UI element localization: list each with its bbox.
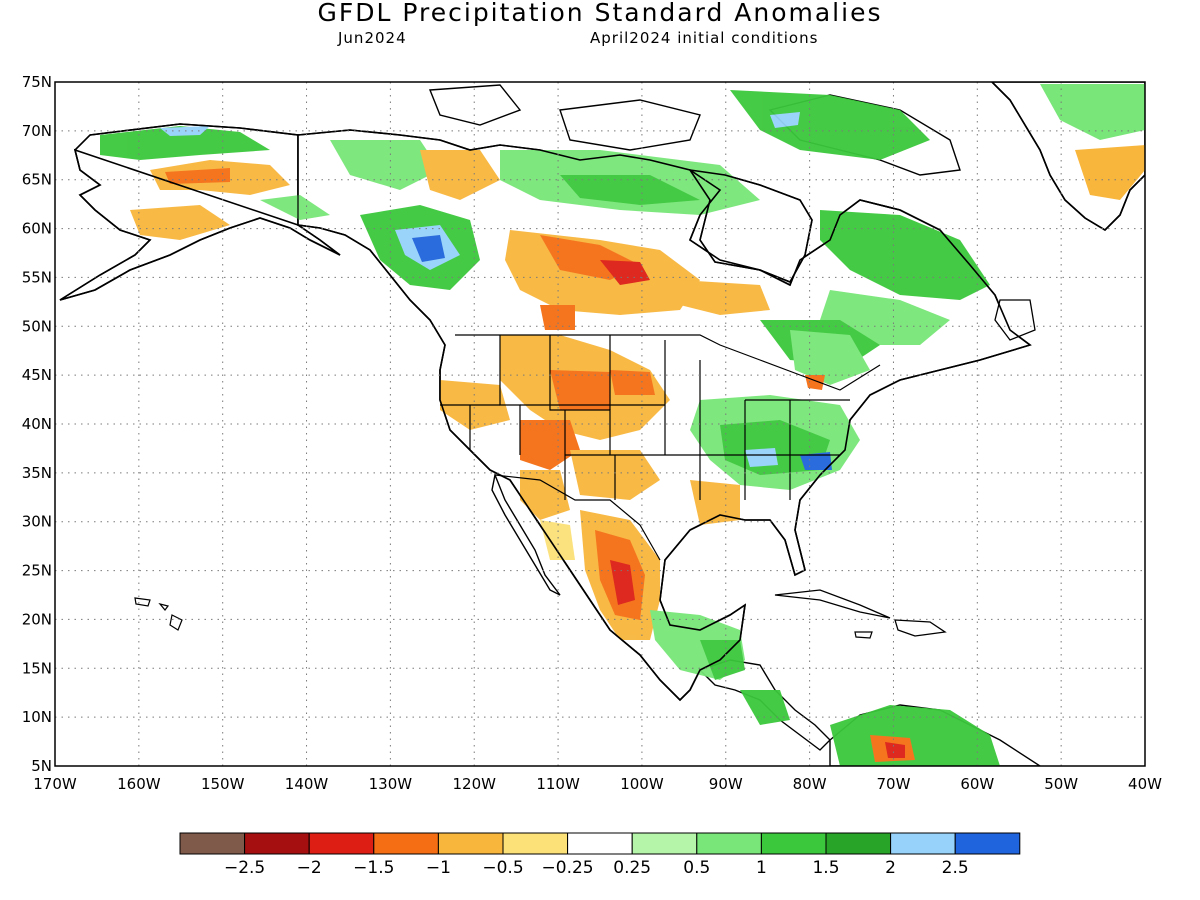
lon-tick-label: 60W <box>960 775 994 793</box>
lat-tick-label: 60N <box>22 220 52 238</box>
lat-tick-label: 70N <box>22 122 52 140</box>
colorbar-swatch <box>179 832 246 855</box>
lat-tick-label: 45N <box>22 366 52 384</box>
lat-tick-label: 75N <box>22 73 52 91</box>
colorbar-label: 0.5 <box>683 858 710 878</box>
colorbar-swatch <box>954 832 1021 855</box>
colorbar-label: 1.5 <box>812 858 839 878</box>
colorbar-swatch <box>890 832 956 855</box>
lat-tick-label: 30N <box>22 513 52 531</box>
colorbar: −2.5 −2 −1.5 −1 −0.5 −0.25 0.25 0.5 1 1.5 2 2.5 <box>179 832 1021 878</box>
lon-tick-label: 120W <box>452 775 496 793</box>
lon-tick-label: 170W <box>33 775 77 793</box>
lat-tick-label: 25N <box>22 562 52 580</box>
lon-tick-label: 150W <box>201 775 245 793</box>
colorbar-label: 2 <box>885 858 896 878</box>
coastlines <box>59 82 1145 702</box>
longitude-axis: 170W 160W 150W 140W 130W 120W 110W 100W 90W 80W 70… <box>33 775 1162 793</box>
initial-conditions: April2024 initial conditions <box>590 29 819 47</box>
colorbar-label: −1 <box>426 858 451 878</box>
lat-tick-label: 15N <box>22 659 52 677</box>
greenland-wet-patch <box>1040 84 1145 140</box>
lat-tick-label: 55N <box>22 268 52 286</box>
hispaniola <box>894 619 947 637</box>
cuba <box>774 589 891 619</box>
lat-tick-label: 65N <box>22 171 52 189</box>
jamaica <box>854 631 873 639</box>
colorbar-swatch <box>308 832 375 855</box>
lon-tick-label: 160W <box>117 775 161 793</box>
lon-tick-label: 110W <box>536 775 580 793</box>
colorbar-label: −2.5 <box>224 858 265 878</box>
colorbar-swatch <box>567 832 633 855</box>
political-borders <box>297 135 881 561</box>
colorbar-swatch <box>760 832 827 855</box>
lat-tick-label: 35N <box>22 464 52 482</box>
lon-tick-label: 90W <box>709 775 743 793</box>
anomaly-shading <box>100 90 1000 766</box>
map-title: GFDL Precipitation Standard Anomalies <box>317 0 883 27</box>
map-content <box>59 82 1145 766</box>
newfoundland <box>994 299 1036 341</box>
latitude-axis: 5N 10N 15N 20N 25N 30N 35N 40N 45N 50N 55N 60N 65N 70… <box>22 73 52 775</box>
hawaii-islands <box>134 597 183 631</box>
lat-tick-label: 50N <box>22 317 52 335</box>
banks-island <box>428 84 522 126</box>
forecast-month: Jun2024 <box>338 29 407 47</box>
lat-tick-label: 40N <box>22 415 52 433</box>
colorbar-label: −0.5 <box>482 858 523 878</box>
victoria-island <box>559 99 701 151</box>
baja-california <box>491 472 561 596</box>
lon-tick-label: 50W <box>1044 775 1078 793</box>
colorbar-swatch <box>502 832 569 855</box>
colorbar-label: −0.25 <box>542 858 594 878</box>
colorbar-swatch <box>244 832 310 855</box>
lat-tick-label: 20N <box>22 610 52 628</box>
colorbar-label: 2.5 <box>942 858 969 878</box>
colorbar-label: −1.5 <box>353 858 394 878</box>
lon-tick-label: 140W <box>285 775 329 793</box>
map-frame <box>54 81 1146 767</box>
colorbar-label: 1 <box>756 858 767 878</box>
colorbar-label: −2 <box>297 858 322 878</box>
lon-tick-label: 40W <box>1128 775 1162 793</box>
colorbar-swatch <box>373 832 439 855</box>
lon-tick-label: 130W <box>369 775 413 793</box>
colorbar-swatch <box>696 832 762 855</box>
colorbar-swatch <box>437 832 504 855</box>
lat-tick-label: 10N <box>22 708 52 726</box>
greenland-dry-patch <box>1075 145 1145 200</box>
lat-tick-label: 5N <box>31 757 52 775</box>
lon-tick-label: 80W <box>793 775 827 793</box>
colorbar-swatch <box>631 832 698 855</box>
colorbar-label: 0.25 <box>613 858 651 878</box>
lon-tick-label: 100W <box>620 775 664 793</box>
colorbar-swatch <box>825 832 892 855</box>
lon-tick-label: 70W <box>877 775 911 793</box>
